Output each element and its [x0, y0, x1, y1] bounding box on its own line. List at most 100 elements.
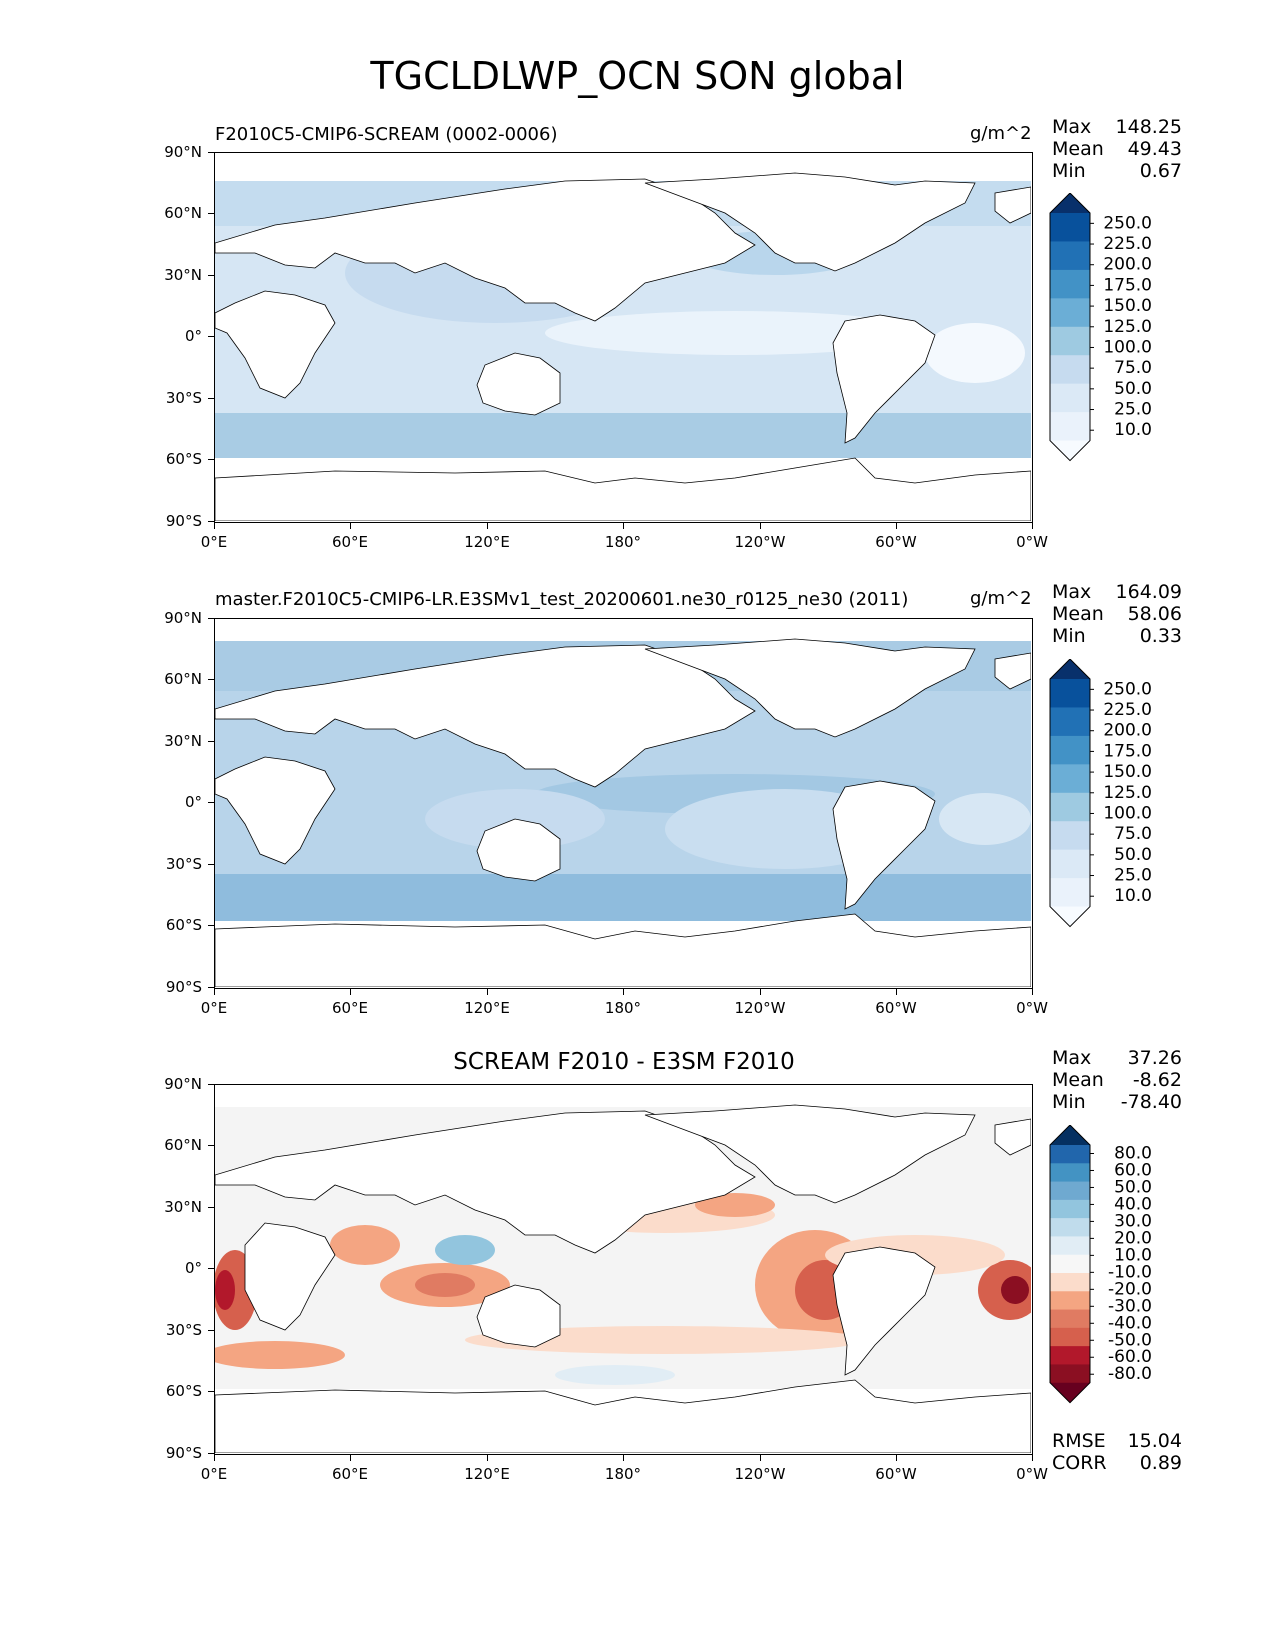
colorbar: 250.0225.0200.0175.0150.0125.0100.075.05… [1049, 659, 1152, 928]
map-plot [214, 152, 1033, 523]
colorbar-tick-label: 150.0 [1103, 296, 1152, 316]
stat-key: RMSE [1052, 1430, 1106, 1452]
panel-title: F2010C5-CMIP6-SCREAM (0002-0006) [215, 124, 558, 145]
stat-value: 49.43 [1127, 138, 1182, 160]
colorbar-segment [1050, 679, 1090, 708]
colorbar-tick-label: 225.0 [1103, 234, 1152, 254]
colorbar-segment [1050, 241, 1090, 271]
colorbar-tick-label: 250.0 [1103, 213, 1152, 233]
x-tick-label: 120°E [464, 1465, 510, 1483]
stat-value: 0.33 [1139, 625, 1182, 647]
x-tick-label: 120°W [734, 533, 786, 551]
stat-key: Mean [1052, 1069, 1104, 1091]
y-tick-label: 0° [184, 793, 202, 811]
stat-value: 58.06 [1127, 603, 1182, 625]
stat-value: -78.40 [1120, 1091, 1182, 1113]
colorbar-tick-label: 10.0 [1114, 1245, 1152, 1265]
colorbar-segment [1050, 1273, 1090, 1292]
colorbar-extend-top [1050, 1125, 1090, 1145]
colorbar-extend-bottom [1050, 440, 1090, 461]
stat-key: Max [1052, 116, 1092, 138]
y-tick-label: 30°N [164, 266, 202, 284]
stat-key: Min [1052, 1091, 1086, 1113]
colorbar-extend-bottom [1050, 906, 1090, 927]
map-plot [214, 618, 1033, 989]
stat-key: Min [1052, 625, 1086, 647]
y-tick-label: 0° [184, 327, 202, 345]
x-tick-label: 180° [604, 1465, 642, 1483]
y-tick-label: 90°S [165, 978, 202, 996]
colorbar-segment [1050, 355, 1090, 385]
colorbar-outline [1049, 193, 1091, 462]
y-tick-label: 60°N [164, 204, 202, 222]
colorbar-segment [1050, 1327, 1090, 1347]
x-tick-label: 60°E [331, 533, 369, 551]
colorbar-segment [1050, 849, 1090, 879]
colorbar-tick-label: -10.0 [1108, 1262, 1152, 1282]
colorbar-segment [1050, 707, 1090, 737]
colorbar-tick-label: -80.0 [1108, 1364, 1152, 1384]
stat-value: 15.04 [1127, 1430, 1182, 1452]
x-tick-label: 120°E [464, 533, 510, 551]
x-tick-label: 0°E [200, 533, 228, 551]
stat-key: Mean [1052, 603, 1104, 625]
colorbar-segment [1050, 1364, 1090, 1384]
stat-key: Mean [1052, 138, 1104, 160]
y-tick-label: 60°N [164, 1136, 202, 1154]
colorbar-segment [1050, 298, 1090, 328]
colorbar-segment [1050, 878, 1090, 908]
y-tick-label: 60°N [164, 670, 202, 688]
colorbar-tick-label: 50.0 [1114, 379, 1152, 399]
land-masses [215, 638, 1032, 988]
stats-block: Max 148.25 Mean 49.43 Min 0.67 [1052, 116, 1182, 182]
colorbar-tick-label: 10.0 [1114, 886, 1152, 906]
x-tick-label: 60°E [331, 999, 369, 1017]
colorbar-extend-top [1050, 659, 1090, 679]
colorbar-segment [1050, 269, 1090, 299]
colorbar-tick-label: -60.0 [1108, 1347, 1152, 1367]
y-tick-label: 90°N [164, 609, 202, 627]
colorbar-segment [1050, 1145, 1090, 1164]
colorbar-tick-label: -50.0 [1108, 1330, 1152, 1350]
figure-title: TGCLDLWP_OCN SON global [370, 54, 905, 98]
colorbar-tick-label: 80.0 [1114, 1143, 1152, 1163]
colorbar-tick-label: 175.0 [1103, 741, 1152, 761]
colorbar-tick-label: 50.0 [1114, 845, 1152, 865]
x-tick-label: 0°W [1016, 1465, 1048, 1483]
y-tick-label: 60°S [165, 916, 202, 934]
colorbar-tick-label: 25.0 [1114, 866, 1152, 886]
colorbar-tick-label: 125.0 [1103, 783, 1152, 803]
x-tick-label: 180° [604, 533, 642, 551]
colorbar-tick-label: 200.0 [1103, 721, 1152, 741]
x-tick-label: 0°W [1016, 533, 1048, 551]
colorbar-segment [1050, 1163, 1090, 1183]
rmse-corr-block: RMSE 15.04 CORR 0.89 [1052, 1430, 1182, 1474]
stat-key: Max [1052, 1047, 1092, 1069]
colorbar-tick-label: -20.0 [1108, 1279, 1152, 1299]
y-tick-label: 0° [184, 1259, 202, 1277]
stats-block: Max 164.09 Mean 58.06 Min 0.33 [1052, 581, 1182, 647]
colorbar-tick-label: 100.0 [1103, 803, 1152, 823]
land-masses [215, 172, 1032, 522]
units-label: g/m^2 [970, 588, 1032, 609]
y-tick-label: 30°N [164, 1198, 202, 1216]
colorbar-segment [1050, 1291, 1090, 1311]
stat-value: 37.26 [1127, 1047, 1182, 1069]
colorbar-segment [1050, 764, 1090, 794]
colorbar-segment [1050, 1218, 1090, 1237]
x-tick-label: 0°E [200, 1465, 228, 1483]
colorbar-extend-bottom [1050, 1382, 1090, 1403]
panel-title: SCREAM F2010 - E3SM F2010 [453, 1049, 795, 1075]
colorbar-tick-label: 250.0 [1103, 679, 1152, 699]
colorbar-segment [1050, 412, 1090, 442]
units-label: g/m^2 [970, 123, 1032, 144]
y-tick-label: 90°N [164, 143, 202, 161]
stat-value: 0.67 [1139, 160, 1182, 182]
colorbar-tick-label: 125.0 [1103, 317, 1152, 337]
colorbar: 250.0225.0200.0175.0150.0125.0100.075.05… [1049, 193, 1152, 462]
y-tick-label: 30°S [165, 1321, 202, 1339]
y-tick-label: 90°N [164, 1075, 202, 1093]
colorbar-segment [1050, 735, 1090, 765]
y-tick-label: 60°S [165, 450, 202, 468]
colorbar-tick-label: 75.0 [1114, 824, 1152, 844]
